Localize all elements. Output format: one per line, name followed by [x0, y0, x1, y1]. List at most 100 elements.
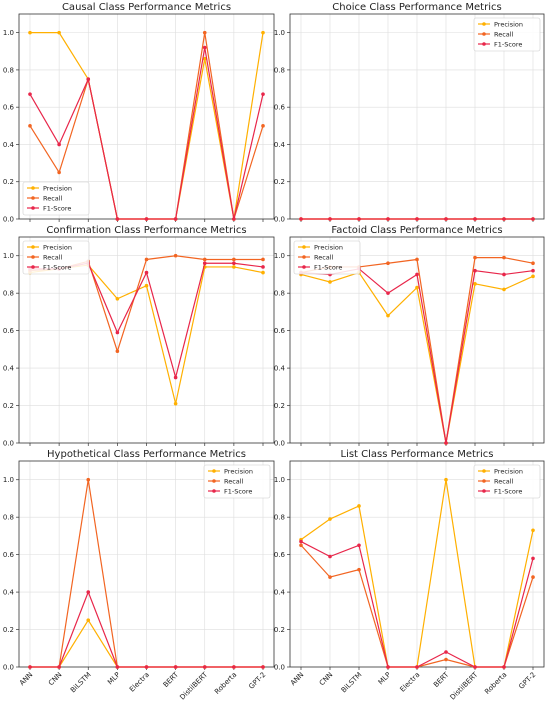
y-tick-label: 0.0 [3, 440, 14, 448]
legend-label: Precision [43, 244, 72, 252]
legend-marker [482, 42, 486, 46]
legend-box [293, 240, 361, 275]
x-tick-label: Roberta [213, 671, 238, 696]
data-point-recall [232, 257, 236, 262]
legend-label: Precision [494, 21, 523, 29]
data-point-f1-score [415, 217, 419, 221]
x-tick-label: BiLSTM [340, 671, 364, 695]
data-point-recall [386, 261, 390, 266]
y-tick-label: 0.2 [274, 626, 285, 634]
data-point-f1-score [144, 217, 149, 221]
x-tick-label: ANN [289, 671, 305, 687]
legend-label: Precision [43, 185, 72, 193]
legend-box [473, 17, 541, 52]
data-point-precision [86, 618, 91, 622]
data-point-f1-score [473, 268, 477, 273]
data-point-f1-score [173, 665, 178, 669]
data-point-f1-score [115, 330, 120, 335]
legend-label: Recall [224, 478, 244, 486]
legend-marker [212, 489, 216, 493]
y-tick-label: 0.0 [274, 216, 285, 224]
data-point-f1-score [502, 272, 506, 277]
data-point-f1-score [502, 217, 506, 221]
legend-marker [482, 32, 486, 36]
subplot-4: Factoid Class Performance Metrics 0.0 0.2 0… [274, 225, 545, 448]
x-tick-label: BERT [162, 670, 181, 689]
data-point-f1-score [144, 270, 149, 275]
data-point-f1-score [232, 217, 236, 221]
legend-marker [482, 22, 486, 26]
data-point-f1-score [386, 217, 390, 221]
data-point-recall [444, 657, 448, 662]
data-point-precision [473, 282, 477, 286]
data-point-recall [357, 567, 361, 572]
data-point-precision [502, 287, 506, 292]
legend-marker [31, 206, 35, 210]
y-tick-label: 0.2 [3, 626, 14, 634]
y-tick-label: 0.2 [274, 178, 285, 186]
chart-title: Causal Class Performance Metrics [62, 2, 231, 13]
data-point-precision [328, 280, 332, 284]
data-point-f1-score [86, 590, 91, 594]
legend-marker [482, 479, 486, 483]
data-point-recall [57, 170, 61, 175]
data-point-f1-score [202, 45, 207, 50]
y-tick-label: 0.2 [3, 178, 14, 186]
legend-box [22, 181, 90, 216]
y-tick-label: 1.0 [3, 476, 14, 484]
legend-label: F1-Score [43, 205, 71, 213]
data-point-f1-score [261, 665, 265, 669]
legend-label: Precision [314, 244, 343, 252]
y-tick-label: 0.4 [3, 589, 15, 597]
data-point-recall [473, 255, 477, 260]
legend: Precision Recall F1-Score [22, 181, 90, 216]
y-tick-label: 0.8 [274, 514, 285, 522]
legend-label: Recall [43, 254, 63, 262]
y-tick-label: 1.0 [3, 252, 14, 260]
x-tick-label: BiLSTM [69, 671, 93, 695]
legend-box [203, 464, 271, 499]
data-point-precision [444, 477, 448, 482]
legend: Precision Recall F1-Score [293, 240, 361, 275]
legend: Precision Recall F1-Score [473, 17, 541, 52]
legend-marker [31, 255, 35, 259]
data-point-f1-score [473, 665, 477, 669]
legend: Precision Recall F1-Score [22, 240, 90, 275]
y-tick-label: 0.8 [274, 66, 285, 74]
legend-marker [482, 469, 486, 473]
data-point-recall [531, 261, 535, 266]
data-point-recall [531, 575, 535, 579]
legend-marker [482, 489, 486, 493]
y-tick-label: 0.6 [274, 327, 286, 335]
data-point-recall [115, 349, 120, 354]
data-point-f1-score [115, 217, 120, 221]
y-tick-label: 0.4 [274, 141, 286, 149]
legend-marker [302, 265, 306, 269]
data-point-recall [415, 257, 419, 262]
data-point-precision [57, 30, 61, 35]
legend-label: Recall [314, 254, 334, 262]
legend-label: Precision [224, 468, 253, 476]
data-point-precision [328, 517, 332, 521]
data-point-f1-score [115, 665, 120, 669]
x-tick-label: ANN [18, 671, 34, 687]
data-point-f1-score [531, 217, 535, 221]
legend-label: F1-Score [43, 264, 71, 272]
data-point-recall [202, 257, 207, 262]
data-point-f1-score [173, 217, 178, 221]
y-tick-label: 0.8 [3, 290, 14, 298]
legend-marker [212, 479, 216, 483]
legend-label: Recall [494, 478, 514, 486]
data-point-precision [115, 297, 120, 301]
data-point-f1-score [202, 665, 207, 669]
data-point-f1-score [328, 554, 332, 559]
x-tick-label: Electra [398, 671, 421, 694]
legend-marker [31, 186, 35, 190]
subplot-2: Choice Class Performance Metrics 0.0 0.2 0.… [274, 2, 545, 224]
data-point-f1-score [357, 217, 361, 221]
legend-label: F1-Score [494, 41, 522, 49]
data-point-precision [531, 274, 535, 279]
data-point-precision [261, 270, 265, 275]
data-point-f1-score [202, 261, 207, 266]
